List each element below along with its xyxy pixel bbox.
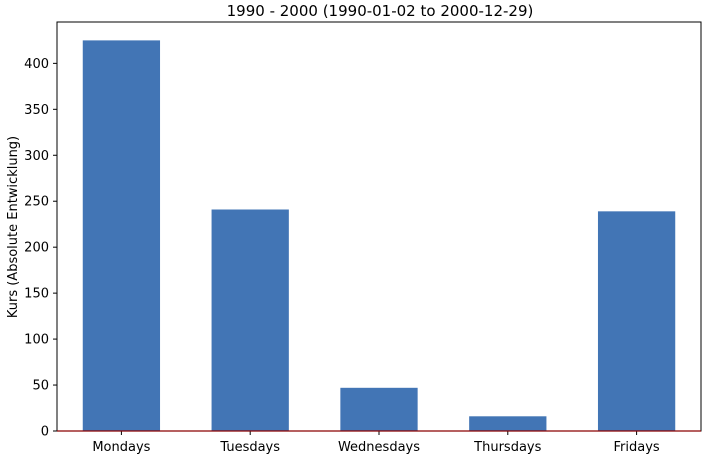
y-tick-label: 350 <box>24 103 49 118</box>
y-tick-label: 0 <box>41 425 49 440</box>
y-tick-label: 100 <box>24 333 49 348</box>
bar-thursdays <box>469 416 547 431</box>
x-axis-ticks: Mondays Tuesdays Wednesdays Thursdays Friday… <box>92 431 660 455</box>
bars-group <box>82 40 676 432</box>
bar-fridays <box>597 211 676 431</box>
chart-title: 1990 - 2000 (1990-01-02 to 2000-12-29) <box>227 2 534 20</box>
bar-wednesdays <box>340 387 418 431</box>
x-tick-label: Thursdays <box>473 440 541 455</box>
bar-tuesdays <box>211 209 289 431</box>
y-tick-label: 300 <box>24 149 49 164</box>
y-tick-label: 50 <box>32 379 49 394</box>
y-tick-label: 150 <box>24 287 49 302</box>
bar-mondays <box>82 40 161 432</box>
y-axis-label: Kurs (Absolute Entwicklung) <box>6 136 21 318</box>
x-tick-label: Mondays <box>92 440 150 455</box>
x-tick-label: Wednesdays <box>338 440 420 455</box>
y-axis-ticks: 0 50 100 150 200 250 300 350 400 <box>24 57 57 440</box>
y-tick-label: 200 <box>24 241 49 256</box>
y-tick-label: 250 <box>24 195 49 210</box>
y-tick-label: 400 <box>24 57 49 72</box>
x-tick-label: Tuesdays <box>219 440 280 455</box>
x-tick-label: Fridays <box>614 440 660 455</box>
